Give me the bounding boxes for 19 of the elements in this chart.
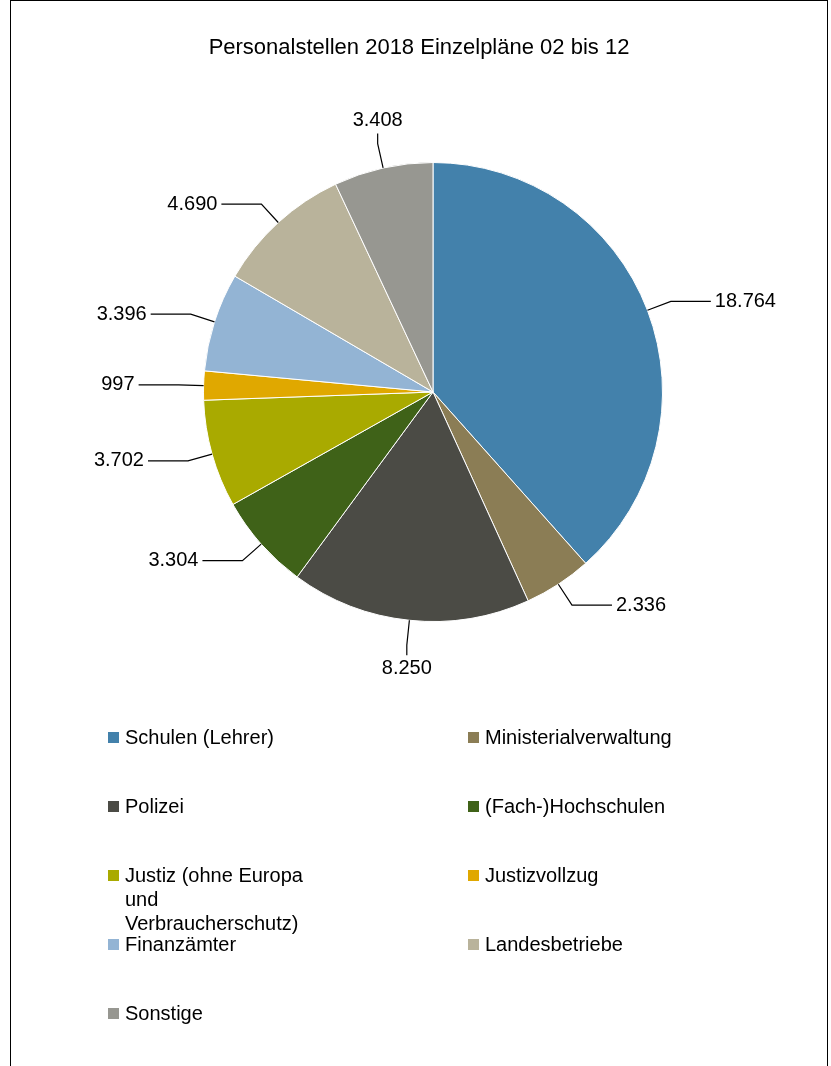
legend-label: Justizvollzug [485, 863, 599, 887]
legend-label: Ministerialverwaltung [485, 725, 672, 749]
chart-title: Personalstellen 2018 Einzelpläne 02 bis 12 [207, 34, 631, 60]
data-label: 8.250 [381, 655, 432, 678]
legend-label: Sonstige [125, 1001, 203, 1025]
data-label: 4.690 [167, 191, 218, 214]
data-label: 3.408 [352, 108, 403, 131]
data-label: 997 [101, 372, 135, 395]
legend-label: Justiz (ohne Europa und Verbraucherschutz) [125, 863, 304, 935]
legend-label: Landesbetriebe [485, 932, 623, 956]
data-label: 3.304 [148, 548, 199, 571]
data-label: 3.702 [93, 448, 144, 471]
legend-label: Schulen (Lehrer) [125, 725, 274, 749]
data-label: 18.764 [714, 288, 776, 311]
legend-label: Finanzämter [125, 933, 237, 956]
data-label: 2.336 [615, 592, 667, 615]
legend-label: (Fach-)Hochschulen [485, 794, 666, 818]
legend-label: Polizei [125, 794, 184, 818]
data-label: 3.396 [96, 301, 147, 324]
